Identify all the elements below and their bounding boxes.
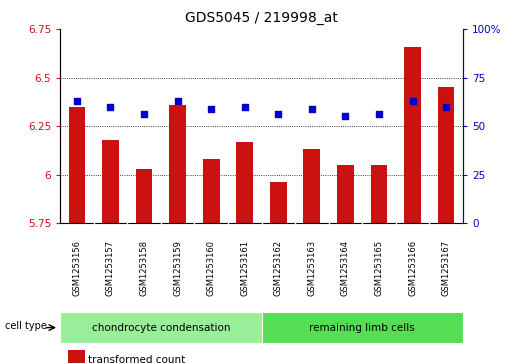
Text: GSM1253163: GSM1253163 — [308, 240, 316, 296]
Point — [207, 106, 215, 111]
Point — [140, 111, 148, 117]
Text: GSM1253157: GSM1253157 — [106, 240, 115, 296]
Text: GSM1253158: GSM1253158 — [140, 240, 149, 296]
Text: GSM1253160: GSM1253160 — [207, 240, 215, 296]
Bar — [371, 165, 388, 223]
Bar — [102, 140, 119, 223]
Bar — [169, 105, 186, 223]
Text: transformed count: transformed count — [88, 355, 185, 363]
Text: GSM1253167: GSM1253167 — [441, 240, 451, 296]
Text: GSM1253164: GSM1253164 — [341, 240, 350, 296]
Title: GDS5045 / 219998_at: GDS5045 / 219998_at — [185, 11, 338, 25]
Point — [106, 104, 115, 110]
Bar — [60, 312, 262, 343]
Point — [274, 111, 282, 117]
Bar — [303, 150, 320, 223]
Text: GSM1253156: GSM1253156 — [72, 240, 82, 296]
Point — [375, 111, 383, 117]
Point — [73, 98, 81, 104]
Text: cell type: cell type — [5, 321, 47, 331]
Point — [341, 114, 349, 119]
Text: GSM1253159: GSM1253159 — [173, 240, 182, 295]
Bar — [262, 312, 463, 343]
Text: GSM1253161: GSM1253161 — [240, 240, 249, 296]
Text: remaining limb cells: remaining limb cells — [309, 323, 415, 333]
Bar — [203, 159, 220, 223]
Text: chondrocyte condensation: chondrocyte condensation — [92, 323, 230, 333]
Text: GSM1253166: GSM1253166 — [408, 240, 417, 296]
Bar — [438, 87, 454, 223]
Bar — [270, 183, 287, 223]
Point — [408, 98, 417, 104]
Bar — [68, 350, 85, 363]
Point — [241, 104, 249, 110]
Bar — [337, 165, 354, 223]
Point — [442, 104, 450, 110]
Bar — [404, 46, 421, 223]
Bar — [236, 142, 253, 223]
Text: GSM1253162: GSM1253162 — [274, 240, 283, 296]
Bar — [135, 169, 152, 223]
Bar — [69, 107, 85, 223]
Point — [174, 98, 182, 104]
Point — [308, 106, 316, 111]
Text: GSM1253165: GSM1253165 — [374, 240, 383, 296]
